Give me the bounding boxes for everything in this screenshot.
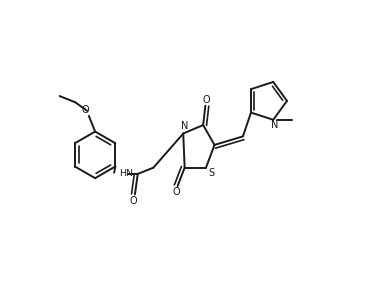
Text: S: S — [208, 168, 214, 178]
Text: O: O — [81, 105, 89, 115]
Text: O: O — [130, 196, 137, 205]
Text: N: N — [181, 121, 188, 131]
Text: O: O — [172, 187, 180, 197]
Text: N: N — [271, 121, 278, 131]
Text: HN: HN — [119, 169, 133, 179]
Text: O: O — [202, 95, 210, 105]
